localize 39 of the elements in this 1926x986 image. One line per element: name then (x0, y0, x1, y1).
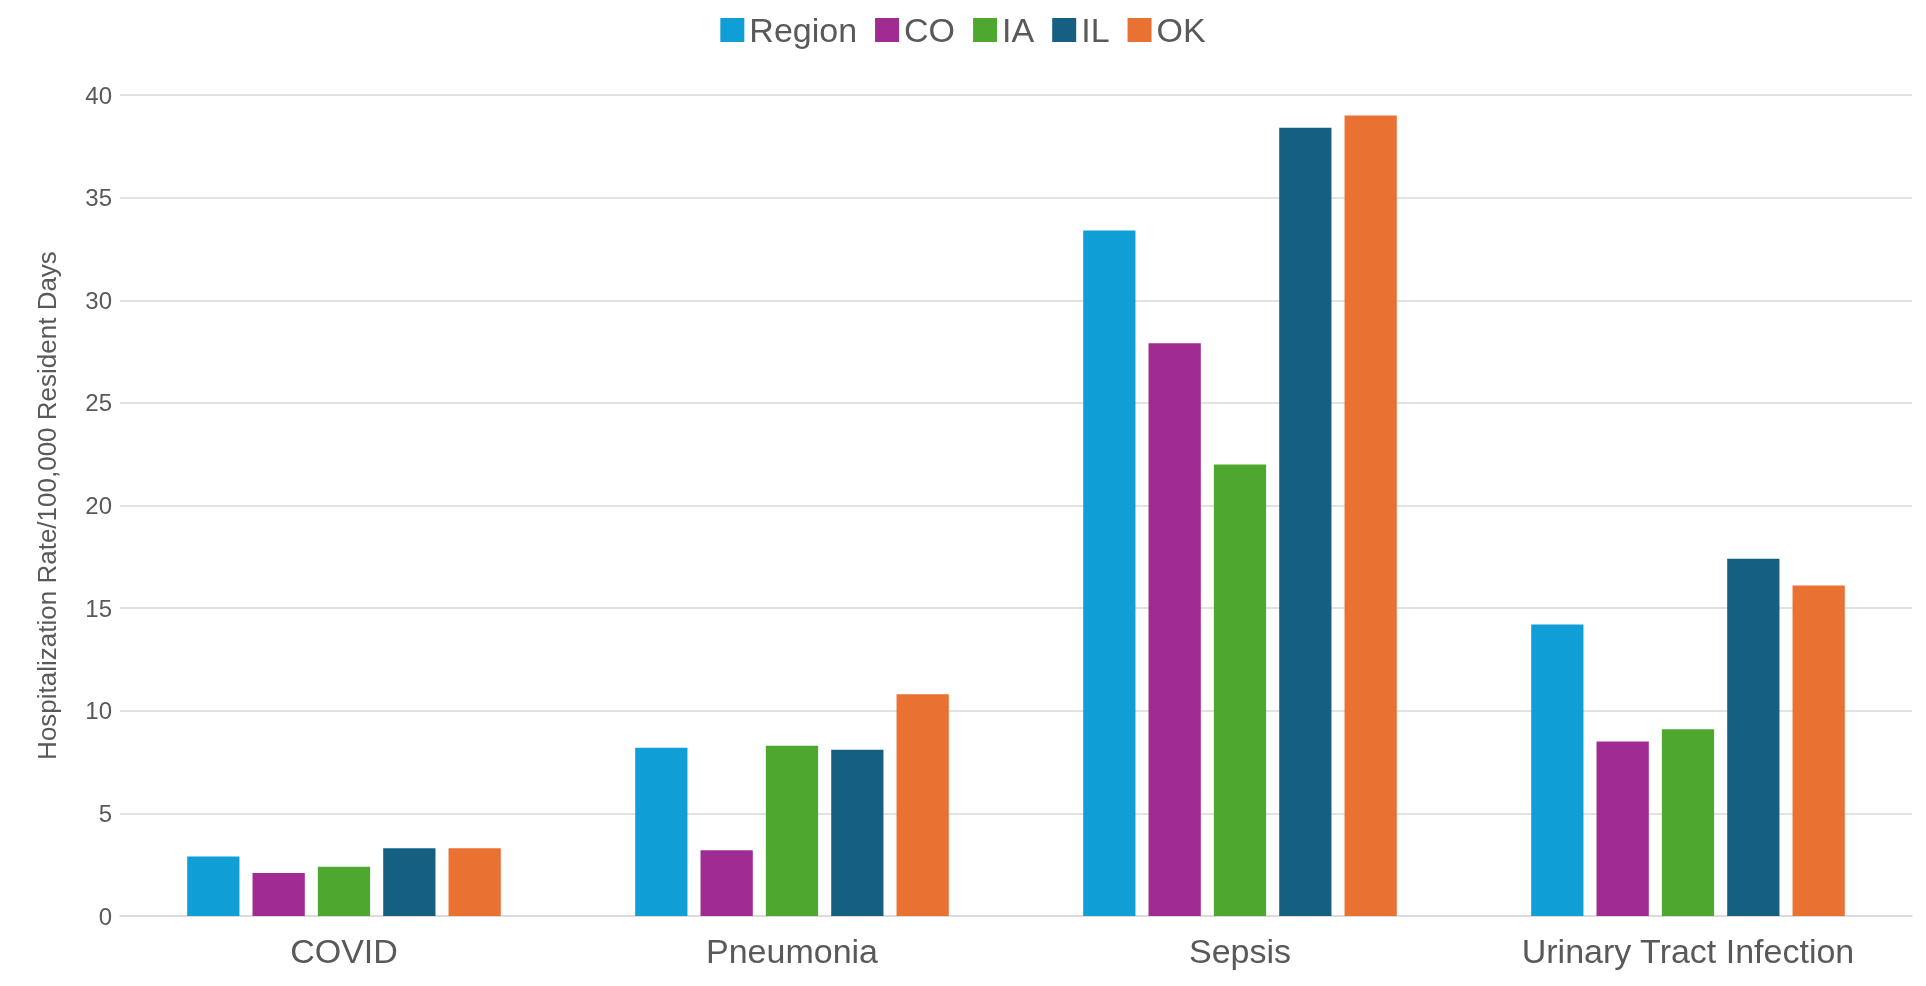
bar (700, 850, 753, 916)
bar (252, 872, 305, 916)
y-tick-label: 5 (98, 799, 112, 827)
y-tick-label: 20 (85, 492, 112, 519)
y-tick-label: 25 (85, 389, 112, 417)
y-tick-label: 10 (85, 697, 112, 725)
bar (187, 856, 240, 916)
bar (635, 747, 688, 916)
bar (1279, 127, 1332, 916)
x-tick-label: COVID (290, 932, 398, 970)
x-tick-label: Sepsis (1188, 932, 1292, 970)
bar (317, 866, 371, 916)
bar (1661, 729, 1715, 916)
bar (1596, 741, 1649, 916)
y-axis-title: Hospitalization Rate/100,000 Resident Days (32, 251, 62, 760)
bar (1727, 558, 1780, 916)
y-tick-label: 15 (85, 594, 112, 622)
bar (383, 848, 436, 916)
bar (1083, 230, 1136, 916)
legend-label: Region (749, 11, 858, 49)
x-tick-label: Pneumonia (705, 932, 879, 970)
bar (448, 848, 501, 916)
y-tick-label: 0 (98, 902, 112, 930)
bar (1344, 115, 1397, 916)
legend-label: IA (1002, 11, 1035, 49)
bar (831, 749, 884, 916)
bar (765, 745, 819, 916)
bar (1792, 585, 1845, 916)
bar (1148, 343, 1201, 916)
bar (1213, 464, 1267, 916)
bar (896, 694, 949, 916)
x-tick-label: Urinary Tract Infection (1521, 932, 1855, 970)
legend-label: IL (1081, 11, 1110, 49)
bar (1531, 624, 1584, 916)
legend-label: CO (904, 11, 956, 49)
y-tick-label: 30 (85, 286, 112, 314)
legend-label: OK (1156, 11, 1206, 49)
y-tick-label: 35 (85, 184, 112, 212)
y-tick-label: 40 (85, 81, 112, 109)
